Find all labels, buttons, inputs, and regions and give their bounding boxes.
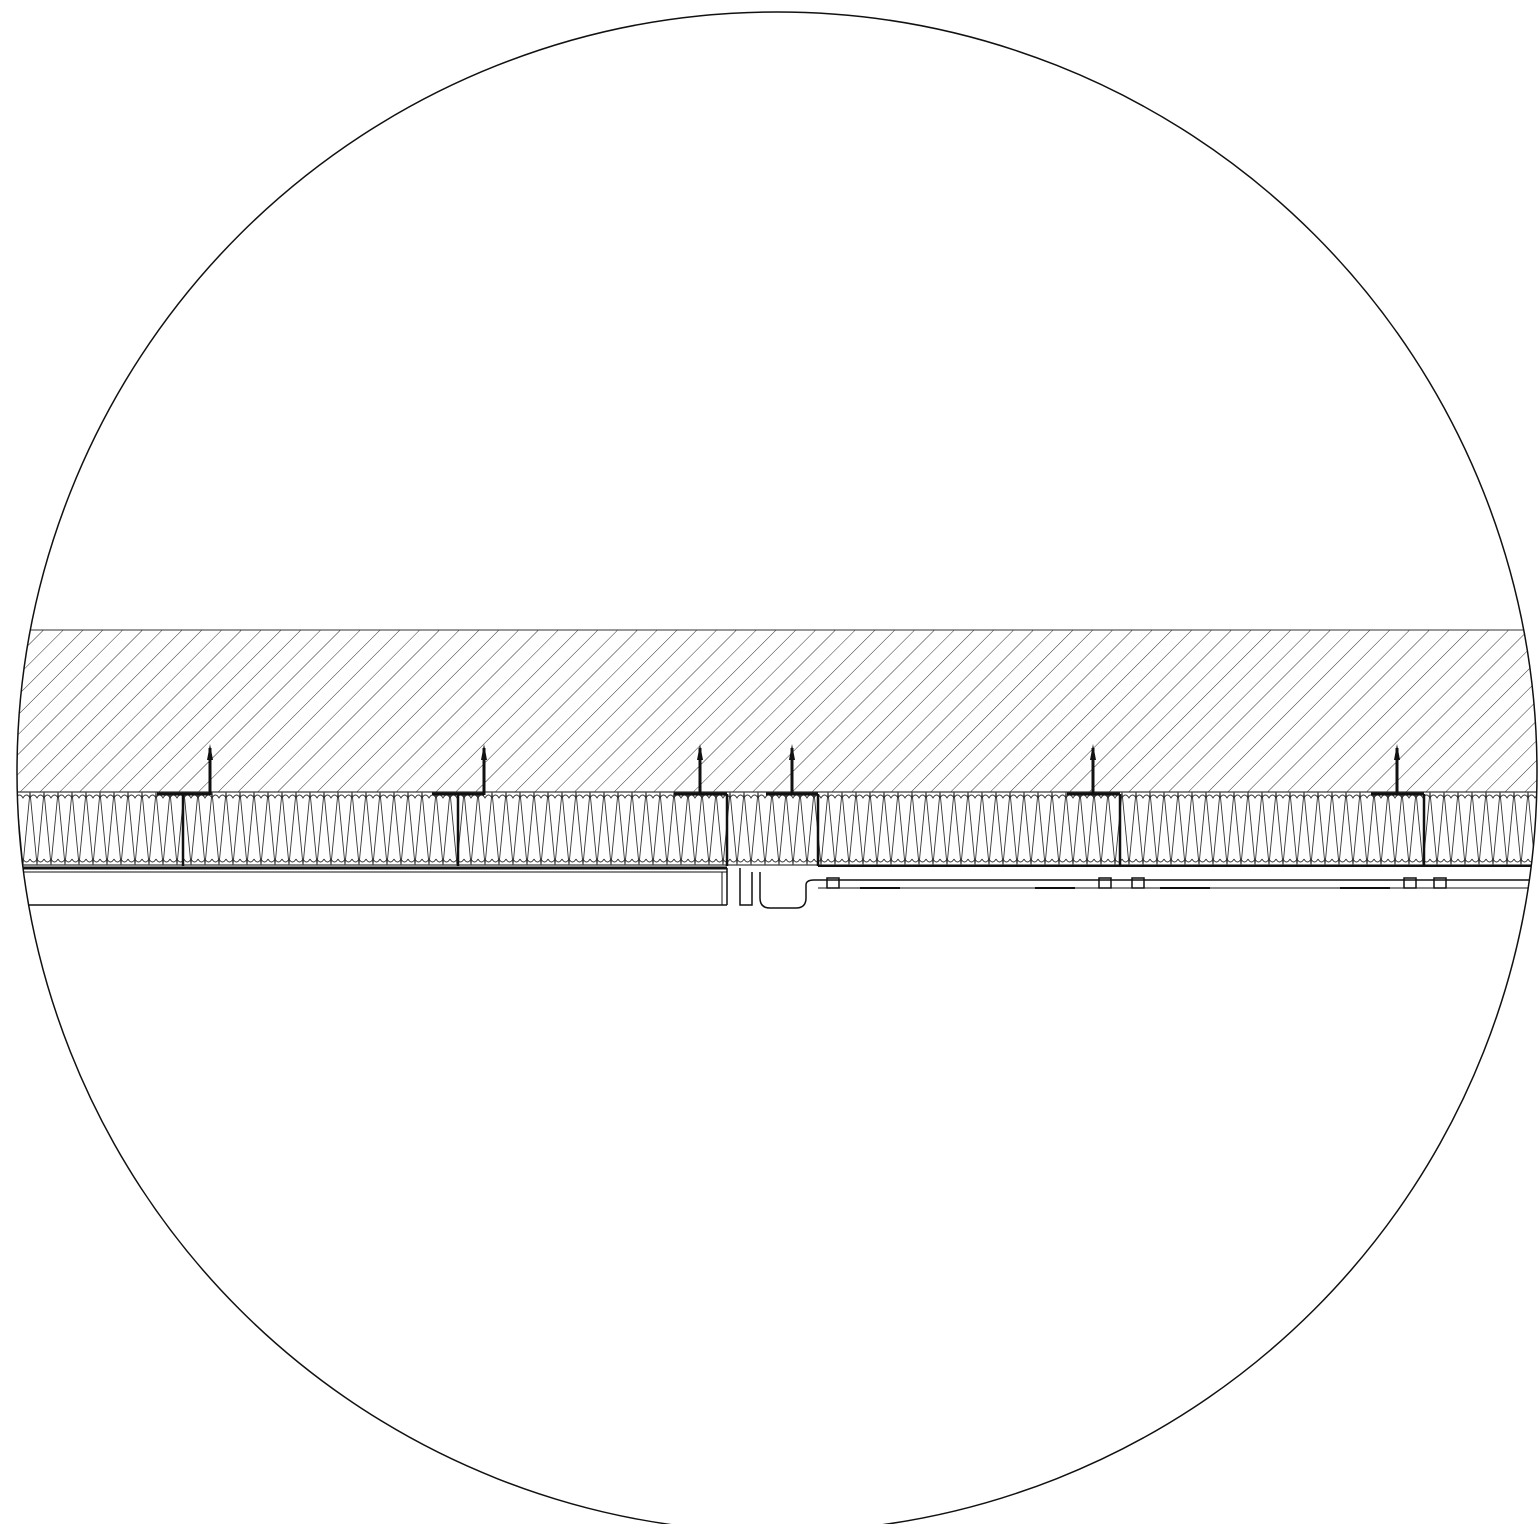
anchor-tip	[1090, 744, 1096, 760]
concrete-layer	[17, 629, 1537, 793]
anchor-tip	[1394, 744, 1400, 760]
insulation-layer	[17, 791, 1537, 866]
anchor-tip	[697, 744, 703, 760]
anchor-tip	[481, 744, 487, 760]
fixings	[157, 744, 1447, 889]
detail-content	[17, 629, 1537, 909]
anchor-tip	[789, 744, 795, 760]
cladding	[17, 865, 1537, 909]
detail-circle	[16, 11, 1538, 1524]
anchor-tip	[207, 744, 213, 760]
